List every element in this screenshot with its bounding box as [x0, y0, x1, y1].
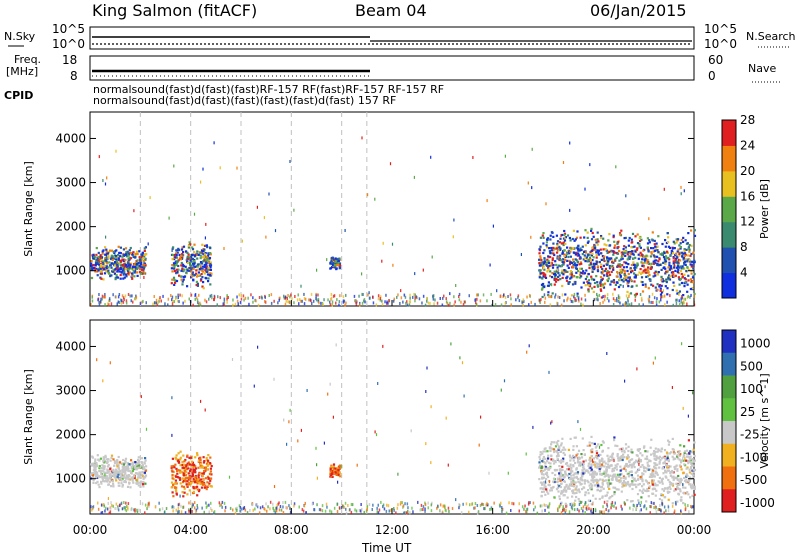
velocity-x-tick-label: 20:00	[576, 523, 611, 537]
power-y-tick-label: 2000	[55, 220, 86, 234]
velocity-y-tick-label: 4000	[55, 339, 86, 353]
power-echo-cells	[90, 136, 696, 306]
velocity-colorbar-swatch	[722, 376, 736, 399]
power-colorbar-swatch	[722, 222, 736, 248]
velocity-colorbar-tick-label: -500	[740, 473, 767, 487]
date-title: 06/Jan/2015	[590, 1, 687, 20]
velocity-colorbar-tick-label: 500	[740, 359, 763, 373]
freq-right-tick-top: 60	[708, 53, 723, 67]
velocity-colorbar-tick-label: 25	[740, 405, 755, 419]
power-colorbar-swatch	[722, 171, 736, 197]
velocity-colorbar-tick-label: 1000	[740, 337, 771, 351]
velocity-echo-cells	[90, 342, 696, 515]
velocity-colorbar-swatch	[722, 421, 736, 444]
velocity-y-tick-label: 1000	[55, 472, 86, 486]
power-y-tick-label: 4000	[55, 131, 86, 145]
freq-left-label-2: [MHz]	[6, 65, 38, 78]
freq-right-label: Nave	[748, 62, 776, 75]
cpid-row-2: normalsound(fast)d(fast)(fast)(fast)(fas…	[93, 94, 396, 107]
power-colorbar-tick-label: 4	[740, 266, 748, 280]
noise-panel: N.Sky N.Search 10^5 10^0 10^5 10^0	[4, 22, 796, 51]
station-title: King Salmon (fitACF)	[92, 1, 257, 20]
freq-left-tick-top: 18	[62, 53, 77, 67]
velocity-colorbar-swatch	[722, 467, 736, 490]
velocity-colorbar-swatch	[722, 330, 736, 353]
power-colorbar-tick-label: 20	[740, 164, 755, 178]
freq-panel: Freq. [MHz] Nave 18 8 60 0	[6, 53, 780, 83]
noise-frame	[90, 27, 694, 49]
power-colorbar-tick-label: 16	[740, 189, 755, 203]
freq-right-tick-bottom: 0	[708, 69, 716, 83]
noise-left-tick-bottom: 10^0	[52, 37, 85, 51]
power-colorbar-tick-label: 28	[740, 113, 755, 127]
velocity-colorbar-swatch	[722, 489, 736, 512]
velocity-colorbar-swatch	[722, 353, 736, 376]
power-colorbar-tick-label: 12	[740, 215, 755, 229]
x-axis-label: Time UT	[361, 541, 412, 554]
velocity-y-tick-label: 3000	[55, 384, 86, 398]
power-colorbar-swatch	[722, 196, 736, 222]
velocity-panel: 1000 2000 3000 4000 00:00 04:00 08:00 12:00 16:0…	[22, 320, 775, 537]
velocity-x-tick-label: 12:00	[375, 523, 410, 537]
power-colorbar-swatch	[722, 120, 736, 146]
power-colorbar-swatch	[722, 273, 736, 299]
power-y-tick-label: 3000	[55, 176, 86, 190]
velocity-x-tick-label: 00:00	[73, 523, 108, 537]
velocity-colorbar-label: Velocity [m s^-1]	[758, 373, 771, 468]
velocity-colorbar-tick-label: -1000	[740, 496, 775, 510]
velocity-x-tick-label: 08:00	[274, 523, 309, 537]
beam-title: Beam 04	[355, 1, 427, 20]
noise-left-label: N.Sky	[4, 30, 36, 43]
velocity-x-tick-label: 00:00	[677, 523, 712, 537]
noise-right-tick-top: 10^5	[704, 22, 737, 36]
noise-right-tick-bottom: 10^0	[704, 37, 737, 51]
power-panel: 1000 2000 3000 4000 Slant Range [km] 4 8 12 16 20…	[22, 112, 771, 307]
power-colorbar-tick-label: 24	[740, 138, 755, 152]
velocity-x-tick-label: 16:00	[475, 523, 510, 537]
freq-left-tick-bottom: 8	[70, 69, 78, 83]
power-colorbar-label: Power [dB]	[758, 179, 771, 239]
power-colorbar-tick-label: 8	[740, 240, 748, 254]
power-colorbar-swatch	[722, 247, 736, 273]
power-y-label: Slant Range [km]	[22, 161, 35, 257]
power-colorbar: 4 8 12 16 20 24 28 Power [dB]	[722, 113, 771, 299]
noise-right-label: N.Search	[746, 30, 796, 43]
power-colorbar-swatch	[722, 145, 736, 171]
velocity-colorbar-tick-label: -25	[740, 428, 760, 442]
velocity-colorbar-swatch	[722, 444, 736, 467]
velocity-x-tick-label: 04:00	[173, 523, 208, 537]
velocity-colorbar-swatch	[722, 398, 736, 421]
cpid-label: CPID	[4, 89, 33, 102]
power-y-tick-label: 1000	[55, 264, 86, 278]
velocity-y-tick-label: 2000	[55, 428, 86, 442]
velocity-y-label: Slant Range [km]	[22, 369, 35, 465]
noise-left-tick-top: 10^5	[52, 22, 85, 36]
